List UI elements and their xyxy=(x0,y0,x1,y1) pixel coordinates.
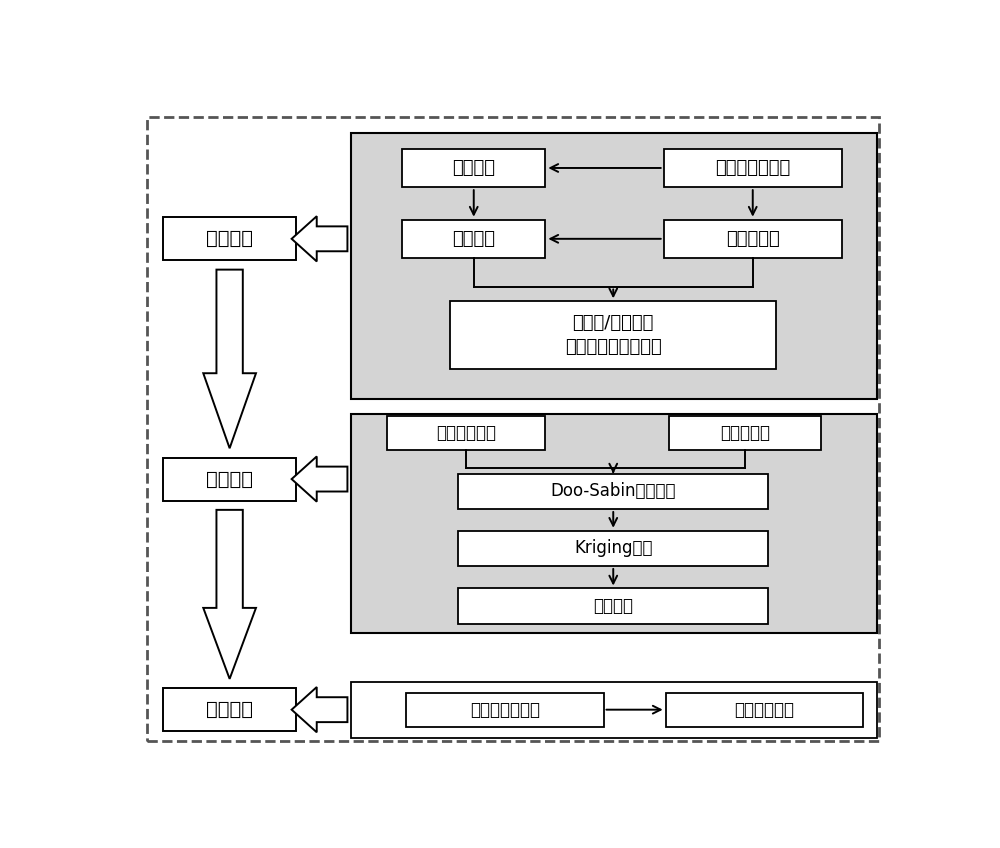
Bar xyxy=(163,688,296,731)
Bar xyxy=(387,416,545,450)
Bar xyxy=(458,531,768,566)
Bar xyxy=(402,220,545,258)
Bar xyxy=(666,693,863,727)
Text: 点云配准: 点云配准 xyxy=(452,230,495,248)
Text: 点云获取: 点云获取 xyxy=(206,229,253,248)
Bar xyxy=(351,682,877,738)
Bar xyxy=(664,220,842,258)
Text: 开挖面点云: 开挖面点云 xyxy=(720,424,770,442)
Bar xyxy=(163,458,296,500)
Text: 原始地形点云: 原始地形点云 xyxy=(436,424,496,442)
Bar xyxy=(669,416,821,450)
Polygon shape xyxy=(203,510,256,679)
Bar xyxy=(406,693,604,727)
Text: Kriging插值: Kriging插值 xyxy=(574,539,652,557)
Bar xyxy=(351,414,877,633)
Bar xyxy=(351,132,877,399)
Text: 方量计算: 方量计算 xyxy=(206,700,253,719)
Polygon shape xyxy=(203,270,256,449)
Polygon shape xyxy=(292,216,347,261)
Text: 点云处理: 点云处理 xyxy=(206,470,253,488)
Text: 计算机处理: 计算机处理 xyxy=(726,230,780,248)
Text: Doo-Sabin光滑处理: Doo-Sabin光滑处理 xyxy=(550,483,676,500)
Text: 计算点云: 计算点云 xyxy=(593,597,633,615)
Polygon shape xyxy=(292,687,347,733)
Text: 开挖方量计算: 开挖方量计算 xyxy=(734,700,794,718)
Text: 边界内点云提取: 边界内点云提取 xyxy=(470,700,540,718)
Bar xyxy=(458,589,768,624)
Bar xyxy=(458,474,768,509)
Text: 三维激光扫描仪: 三维激光扫描仪 xyxy=(715,159,790,177)
Bar xyxy=(402,148,545,187)
Bar xyxy=(450,301,776,369)
Text: 开挖面/原始表面
原始不规则分布点云: 开挖面/原始表面 原始不规则分布点云 xyxy=(565,315,662,356)
Bar xyxy=(163,217,296,260)
Bar xyxy=(664,148,842,187)
Text: 料场扫描: 料场扫描 xyxy=(452,159,495,177)
Polygon shape xyxy=(292,456,347,502)
